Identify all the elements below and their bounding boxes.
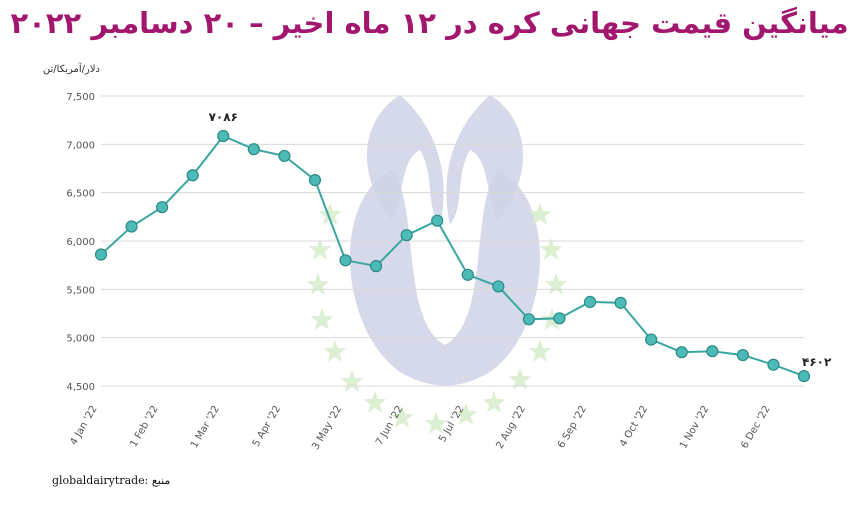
- data-point: [431, 214, 444, 227]
- data-point: [186, 169, 199, 182]
- data-point: [156, 201, 169, 214]
- data-point: [583, 295, 597, 308]
- data-point: [706, 345, 719, 358]
- watermark-star: [454, 403, 478, 425]
- data-point: [736, 348, 749, 362]
- x-tick-label: 7 Jun '22: [374, 404, 405, 447]
- gridlines: [101, 95, 804, 387]
- data-point: [125, 220, 138, 233]
- data-point: [553, 312, 566, 325]
- watermark-star: [482, 391, 506, 413]
- data-point: [247, 143, 260, 156]
- data-point: [461, 268, 474, 281]
- x-axis: 4 Jan '22 1 Feb '22 1 Mar '22 5 Apr '22 3 Ma…: [68, 404, 772, 452]
- data-point: [217, 129, 230, 143]
- x-tick-label: 1 Mar '22: [189, 404, 222, 450]
- y-tick-label: 5,500: [66, 285, 95, 296]
- watermark-star: [323, 340, 347, 362]
- x-tick-label: 6 Dec '22: [739, 404, 772, 451]
- data-label: ۷۰۸۶: [209, 110, 238, 124]
- data-point: [522, 313, 536, 326]
- watermark-star: [424, 412, 448, 434]
- x-tick-label: 4 Oct '22: [618, 404, 650, 449]
- source-note: globaldairytrade: منبع: [52, 474, 171, 487]
- data-point: [94, 248, 108, 261]
- y-tick-label: 6,000: [66, 237, 95, 248]
- y-tick-label: 7,000: [66, 140, 95, 151]
- watermark-star: [528, 203, 552, 225]
- x-tick-label: 5 Apr '22: [251, 404, 283, 449]
- x-tick-label: 1 Feb '22: [128, 404, 160, 449]
- data-point: [767, 358, 780, 371]
- data-point: [278, 149, 291, 163]
- logo-ring: [350, 170, 540, 386]
- data-point: [400, 229, 413, 242]
- watermark-star: [318, 203, 342, 225]
- x-tick-label: 3 May '22: [310, 404, 344, 452]
- watermark-star: [508, 368, 532, 390]
- watermark-star: [306, 273, 330, 295]
- watermark-star: [544, 273, 568, 295]
- x-tick-label: 1 Nov '22: [678, 404, 711, 451]
- data-point: [614, 296, 627, 309]
- y-axis: 4,500 5,000 5,500 6,000 6,500 7,000 7,500: [66, 92, 95, 393]
- watermark-star: [390, 406, 414, 428]
- y-tick-label: 4,500: [66, 382, 95, 393]
- watermark-star: [539, 238, 563, 260]
- x-tick-label: 6 Sep '22: [556, 404, 589, 450]
- watermark-star: [310, 308, 334, 330]
- data-point: [339, 254, 352, 267]
- watermark-star: [528, 340, 552, 362]
- data-point: [645, 333, 658, 346]
- data-point: [308, 174, 322, 187]
- data-point: [675, 346, 688, 359]
- data-labels: ۷۰۸۶ ۴۶۰۲: [209, 110, 832, 369]
- watermark-star: [308, 238, 332, 260]
- data-points: [94, 129, 811, 383]
- y-tick-label: 7,500: [66, 92, 95, 103]
- data-point: [369, 260, 383, 273]
- y-tick-label: 6,500: [66, 189, 95, 200]
- chart-title: میانگین قیمت جهانی کره در ۱۲ ماه اخیر – …: [10, 6, 849, 40]
- watermark-star: [340, 370, 364, 392]
- data-point: [492, 280, 505, 293]
- watermark-star: [363, 391, 387, 413]
- y-axis-label: دلار/آمریکا/تن: [43, 62, 100, 75]
- data-point: [797, 370, 811, 383]
- y-tick-label: 5,000: [66, 334, 95, 345]
- x-tick-label: 4 Jan '22: [68, 404, 99, 447]
- data-label: ۴۶۰۲: [802, 355, 832, 369]
